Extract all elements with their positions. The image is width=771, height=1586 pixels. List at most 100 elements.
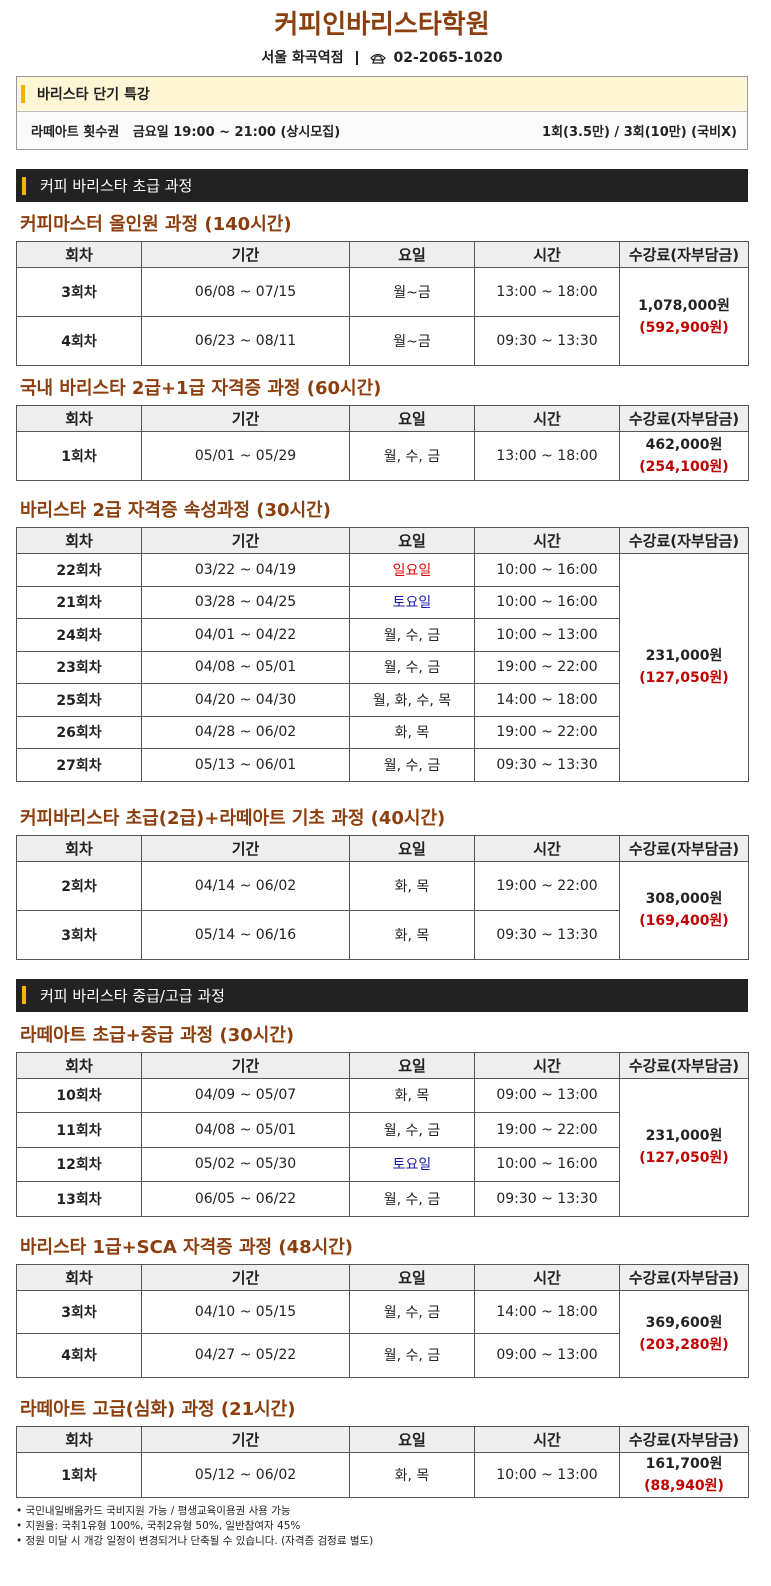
schedule-row: 4회차 06/23 ~ 08/11 월~금 09:30 ~ 13:30 — [16, 316, 749, 366]
cell: 05/13 ~ 06/01 — [141, 748, 350, 782]
schedule-table: 회차 기간 요일 시간 수강료(자부담금) 1회차 05/01 ~ 05/29 월, 수, 금… — [16, 405, 749, 481]
cell: 월, 수, 금 — [349, 1181, 475, 1217]
schedule-row: 13회차 06/05 ~ 06/22 월, 수, 금 09:30 ~ 13:30 — [16, 1181, 749, 1217]
column-header: 기간 — [141, 1263, 350, 1291]
cell: 일요일 — [349, 553, 475, 587]
cell: 월, 수, 금 — [349, 1333, 475, 1378]
schedule-row: 3회차 04/10 ~ 05/15 월, 수, 금 14:00 ~ 18:00 369,… — [16, 1289, 749, 1378]
column-header: 시간 — [474, 405, 620, 432]
column-header: 수강료(자부담금) — [619, 405, 749, 432]
column-header: 수강료(자부담금) — [619, 1425, 749, 1453]
cell: 10:00 ~ 13:00 — [474, 1451, 620, 1498]
cell: 27회차 — [16, 748, 142, 782]
column-header: 기간 — [141, 834, 350, 862]
course-title: 라떼아트 고급(심화) 과정 (21시간) — [20, 1398, 296, 1420]
cell: 22회차 — [16, 553, 142, 587]
cell: 13회차 — [16, 1181, 142, 1217]
subsidy: (169,400원) — [639, 913, 729, 929]
marker — [21, 85, 25, 103]
cell: 1회차 — [16, 431, 142, 481]
schedule-table: 회차 기간 요일 시간 수강료(자부담금) 3회차 04/10 ~ 05/15 월, 수, 금… — [16, 1263, 749, 1378]
cell: 09:00 ~ 13:00 — [474, 1077, 620, 1113]
cell: 월~금 — [349, 267, 475, 317]
cell: 월, 수, 금 — [349, 1112, 475, 1148]
phone: 02-2065-1020 — [393, 50, 503, 66]
course-title: 커피마스터 올인원 과정 (140시간) — [20, 214, 292, 235]
schedule-row: 3회차 06/08 ~ 07/15 월~금 13:00 ~ 18:00 1,078,00… — [16, 267, 749, 366]
column-header: 회차 — [16, 405, 142, 432]
fee: 369,600원 — [645, 1314, 723, 1331]
cell: 09:30 ~ 13:30 — [474, 748, 620, 782]
special-header: 바리스타 단기 특강 — [17, 77, 747, 112]
column-header: 회차 — [16, 1263, 142, 1291]
cell: 화, 목 — [349, 860, 475, 911]
cell: 14:00 ~ 18:00 — [474, 1289, 620, 1334]
cell: 10:00 ~ 16:00 — [474, 585, 620, 619]
cell: 10:00 ~ 16:00 — [474, 553, 620, 587]
schedule-table: 회차 기간 요일 시간 수강료(자부담금) 2회차 04/14 ~ 06/02 화, 목 19:… — [16, 834, 749, 960]
special-title: 바리스타 단기 특강 — [37, 87, 150, 103]
cell: 1회차 — [16, 1451, 142, 1498]
cell: 13:00 ~ 18:00 — [474, 267, 620, 317]
cell: 24회차 — [16, 618, 142, 652]
column-header: 요일 — [349, 527, 475, 554]
schedule-table: 회차 기간 요일 시간 수강료(자부담금) 10회차 04/09 ~ 05/07 화, 목 09… — [16, 1051, 749, 1217]
course-title: 국내 바리스타 2급+1급 자격증 과정 (60시간) — [20, 378, 382, 399]
cell: 09:30 ~ 13:30 — [474, 909, 620, 960]
section-bar: 커피 바리스타 중급/고급 과정 — [16, 978, 748, 1012]
cell: 월, 수, 금 — [349, 618, 475, 652]
cell: 23회차 — [16, 650, 142, 684]
column-header: 기간 — [141, 405, 350, 432]
cell: 11회차 — [16, 1112, 142, 1148]
note: • 국민내일배움카드 국비지원 가능 / 평생교육이용권 사용 가능 — [16, 1504, 291, 1517]
column-header: 시간 — [474, 1425, 620, 1453]
header-row: 회차 기간 요일 시간 수강료(자부담금) — [16, 1051, 749, 1079]
fee-cell: 308,000원 (169,400원) — [619, 860, 749, 960]
cell: 토요일 — [349, 1146, 475, 1182]
cell: 3회차 — [16, 267, 142, 317]
schedule-row: 27회차 05/13 ~ 06/01 월, 수, 금 09:30 ~ 13:30 — [16, 748, 749, 782]
marker — [22, 176, 26, 195]
cell: 21회차 — [16, 585, 142, 619]
subsidy: (127,050원) — [639, 670, 729, 687]
subsidy: (592,900원) — [639, 319, 729, 336]
cell: 06/23 ~ 08/11 — [141, 316, 350, 366]
cell: 04/09 ~ 05/07 — [141, 1077, 350, 1113]
note: • 지원율: 국취1유형 100%, 국취2유형 50%, 일반참여자 45% — [16, 1519, 301, 1532]
fee-cell: 231,000원 (127,050원) — [619, 553, 749, 782]
cell: 13:00 ~ 18:00 — [474, 431, 620, 481]
cell: 14:00 ~ 18:00 — [474, 683, 620, 717]
cell: 월, 수, 금 — [349, 748, 475, 782]
column-header: 시간 — [474, 1263, 620, 1291]
cell: 04/20 ~ 04/30 — [141, 683, 350, 717]
cell: 05/01 ~ 05/29 — [141, 431, 350, 481]
special-row: 라떼아트 횟수권 금요일 19:00 ~ 21:00 (상시모집) 1회(3.5만… — [17, 112, 747, 148]
column-header: 수강료(자부담금) — [619, 241, 749, 268]
header-row: 회차 기간 요일 시간 수강료(자부담금) — [16, 834, 749, 862]
fee: 231,000원 — [645, 1128, 723, 1144]
fee: 161,700원 — [645, 1455, 723, 1472]
column-header: 회차 — [16, 527, 142, 554]
cell: 06/08 ~ 07/15 — [141, 267, 350, 317]
fee-cell: 161,700원 (88,940원) — [619, 1451, 749, 1498]
schedule-row: 23회차 04/08 ~ 05/01 월, 수, 금 19:00 ~ 22:00 — [16, 650, 749, 684]
cell: 04/01 ~ 04/22 — [141, 618, 350, 652]
marker — [22, 986, 26, 1004]
note: • 정원 미달 시 개강 일정이 변경되거나 단축될 수 있습니다. (자격증 … — [16, 1534, 374, 1547]
column-header: 요일 — [349, 405, 475, 432]
separator — [355, 51, 358, 65]
column-header: 기간 — [141, 1051, 350, 1079]
schedule-table: 회차 기간 요일 시간 수강료(자부담금) 22회차 03/22 ~ 04/19 일요일 10:… — [16, 527, 749, 782]
cell: 05/02 ~ 05/30 — [141, 1146, 350, 1182]
cell: 3회차 — [16, 909, 142, 960]
cell: 화, 목 — [349, 1077, 475, 1113]
academy-title: 커피인바리스타학원 — [274, 10, 490, 40]
cell: 4회차 — [16, 316, 142, 366]
fee-cell: 231,000원 (127,050원) — [619, 1077, 749, 1217]
cell: 09:30 ~ 13:30 — [474, 316, 620, 366]
cell: 26회차 — [16, 715, 142, 749]
fee: 308,000원 — [645, 891, 723, 907]
course-title: 바리스타 1급+SCA 자격증 과정 (48시간) — [20, 1236, 353, 1258]
cell: 19:00 ~ 22:00 — [474, 860, 620, 911]
